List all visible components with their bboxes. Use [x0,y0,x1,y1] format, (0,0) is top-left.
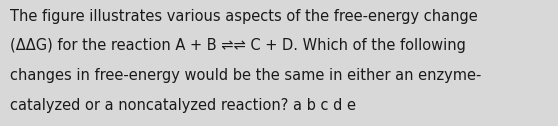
Text: catalyzed or a noncatalyzed reaction? a b c d e: catalyzed or a noncatalyzed reaction? a … [10,98,356,113]
Text: changes in free-energy would be the same in either an enzyme-: changes in free-energy would be the same… [10,68,482,83]
Text: (ΔΔG) for the reaction A + B ⇌⇌ C + D. Which of the following: (ΔΔG) for the reaction A + B ⇌⇌ C + D. W… [10,38,466,53]
Text: The figure illustrates various aspects of the free-energy change: The figure illustrates various aspects o… [10,9,478,24]
